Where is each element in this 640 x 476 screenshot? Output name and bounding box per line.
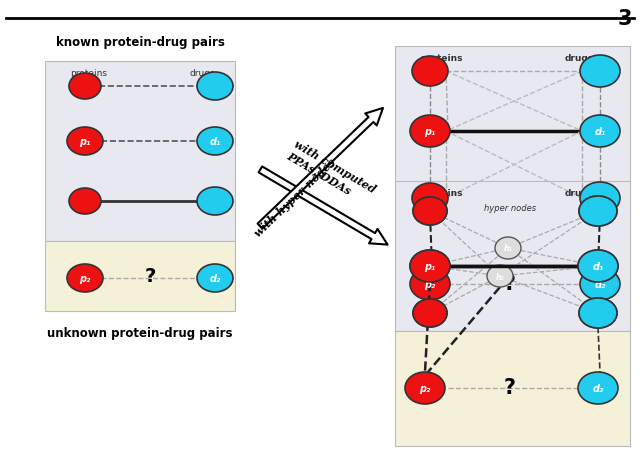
Text: known protein-drug pairs: known protein-drug pairs [56, 36, 225, 49]
Text: p₂: p₂ [419, 383, 431, 393]
Text: d₂: d₂ [209, 273, 221, 283]
Text: p₁: p₁ [424, 127, 436, 137]
Text: drugs: drugs [565, 188, 594, 198]
Bar [395, 331, 630, 446]
Text: with hyper-nodes: with hyper-nodes [252, 156, 338, 238]
Text: proteins: proteins [420, 188, 463, 198]
Ellipse shape [410, 268, 450, 300]
Text: d₁: d₁ [595, 127, 605, 137]
Ellipse shape [405, 372, 445, 404]
Ellipse shape [69, 74, 101, 100]
Bar [45, 62, 235, 241]
FancyArrowPatch shape [257, 109, 383, 229]
Ellipse shape [487, 266, 513, 288]
Text: ?: ? [504, 377, 516, 397]
Ellipse shape [580, 268, 620, 300]
Text: with computed
PPAs, DDAs: with computed PPAs, DDAs [285, 138, 377, 206]
Ellipse shape [580, 183, 620, 215]
Text: p₂: p₂ [424, 279, 436, 289]
Ellipse shape [578, 250, 618, 282]
Ellipse shape [410, 250, 450, 282]
Ellipse shape [579, 197, 617, 227]
Ellipse shape [579, 298, 617, 328]
Ellipse shape [197, 128, 233, 156]
Ellipse shape [410, 116, 450, 148]
Ellipse shape [413, 198, 447, 226]
Text: h₁: h₁ [504, 244, 513, 253]
Ellipse shape [197, 265, 233, 292]
Text: p₁: p₁ [424, 261, 436, 271]
FancyArrowPatch shape [259, 167, 388, 245]
Text: unknown protein-drug pairs: unknown protein-drug pairs [47, 327, 233, 339]
Ellipse shape [67, 128, 103, 156]
Bar [395, 247, 630, 321]
Ellipse shape [579, 197, 617, 227]
Ellipse shape [495, 238, 521, 259]
Text: h₂: h₂ [495, 272, 504, 281]
Text: d₁: d₁ [593, 261, 604, 271]
Text: ?: ? [504, 273, 516, 293]
Ellipse shape [412, 184, 448, 214]
Ellipse shape [578, 372, 618, 404]
Text: d₁: d₁ [209, 137, 221, 147]
Text: p₂: p₂ [79, 273, 91, 283]
Text: proteins: proteins [420, 54, 463, 63]
Ellipse shape [579, 298, 617, 328]
Ellipse shape [413, 299, 447, 327]
Text: d₁: d₁ [593, 261, 604, 271]
Ellipse shape [578, 250, 618, 282]
Ellipse shape [413, 299, 447, 327]
Bar [395, 182, 630, 331]
Ellipse shape [67, 265, 103, 292]
Ellipse shape [69, 188, 101, 215]
Ellipse shape [413, 198, 447, 226]
Ellipse shape [580, 116, 620, 148]
Text: p₁: p₁ [79, 137, 91, 147]
Text: drugs: drugs [190, 69, 216, 78]
Text: hyper nodes: hyper nodes [484, 204, 536, 213]
Ellipse shape [410, 250, 450, 282]
Ellipse shape [580, 56, 620, 88]
Ellipse shape [197, 73, 233, 101]
Text: ?: ? [144, 267, 156, 286]
Text: proteins: proteins [70, 69, 107, 78]
Text: p₁: p₁ [424, 261, 436, 271]
Text: 3: 3 [618, 9, 632, 29]
Text: d₂: d₂ [593, 383, 604, 393]
Text: drugs: drugs [565, 54, 594, 63]
Ellipse shape [412, 57, 448, 87]
Bar [395, 47, 630, 247]
Ellipse shape [197, 188, 233, 216]
Bar [45, 241, 235, 311]
Text: d₂: d₂ [595, 279, 605, 289]
